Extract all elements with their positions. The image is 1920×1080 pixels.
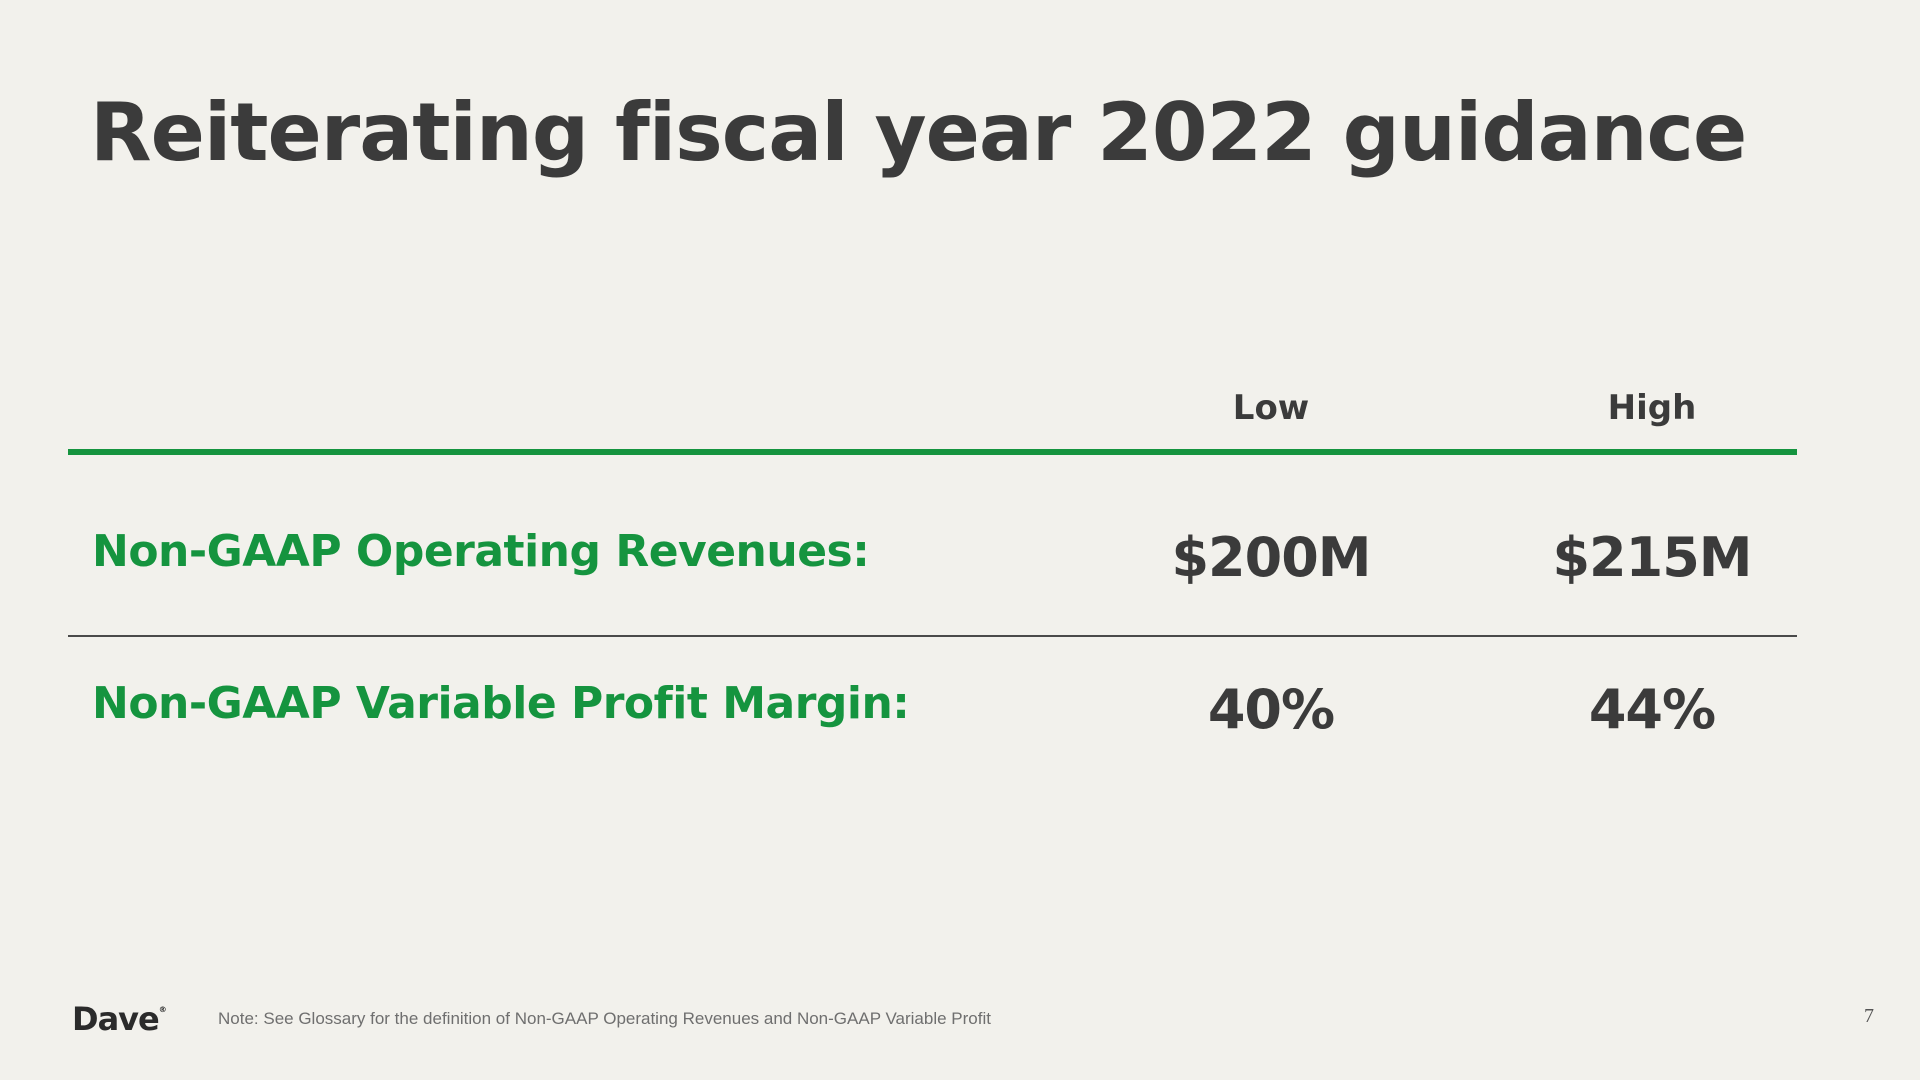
column-header-high: High xyxy=(1607,388,1697,428)
row-label-variable-profit-margin: Non-GAAP Variable Profit Margin: xyxy=(92,678,910,729)
slide-title: Reiterating fiscal year 2022 guidance xyxy=(90,86,1747,179)
logo-text: Dave xyxy=(72,1000,160,1038)
row-divider xyxy=(68,635,1797,637)
operating-revenues-high: $215M xyxy=(1552,526,1752,589)
operating-revenues-low: $200M xyxy=(1171,526,1371,589)
variable-profit-margin-high: 44% xyxy=(1588,678,1716,741)
variable-profit-margin-low: 40% xyxy=(1207,678,1335,741)
page-number: 7 xyxy=(1864,1005,1874,1027)
row-label-operating-revenues: Non-GAAP Operating Revenues: xyxy=(92,526,870,577)
header-divider xyxy=(68,449,1797,455)
registered-mark: ® xyxy=(158,1005,167,1015)
footnote: Note: See Glossary for the definition of… xyxy=(218,1009,991,1028)
column-header-low: Low xyxy=(1232,388,1310,428)
dave-logo: Dave® xyxy=(72,1000,167,1038)
